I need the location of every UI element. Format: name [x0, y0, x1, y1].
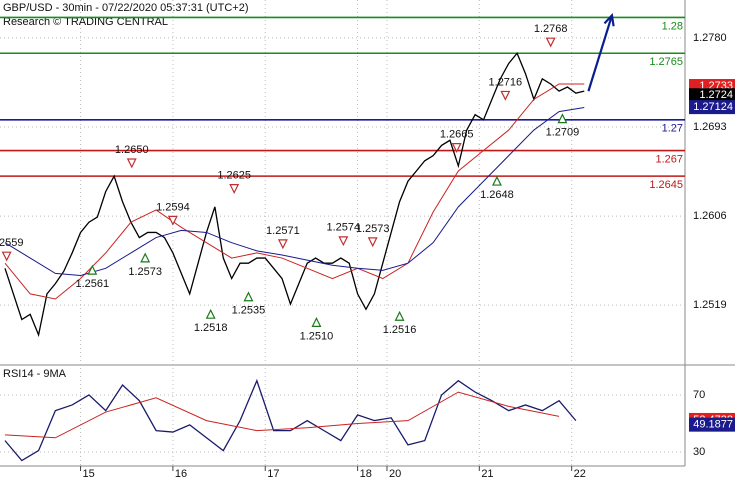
pivot-marker: [140, 252, 151, 263]
y-tick-label: 30: [693, 446, 705, 458]
pivot-marker: [243, 291, 254, 302]
pivot-label: 1.2516: [383, 324, 417, 336]
level-label: 1.267: [655, 153, 683, 165]
pivot-label: 1.2561: [75, 278, 109, 290]
rsi-title: RSI14 - 9MA: [3, 368, 67, 380]
y-tick-label: 70: [693, 389, 705, 401]
pivot-label: 1.2625: [217, 170, 251, 182]
pivot-label: 1.2535: [232, 305, 266, 317]
pivot-label: 1.2716: [489, 76, 523, 88]
y-tick-label: 1.2780: [693, 32, 727, 44]
level-label: 1.2765: [649, 56, 683, 68]
price-box: [689, 88, 735, 103]
pivot-label: 1.2571: [266, 225, 300, 237]
pivot-label: 1.2650: [115, 144, 149, 156]
pivot-label: 1.2574: [326, 222, 360, 234]
pivot-label: 1.2768: [534, 23, 568, 35]
pivot-marker: [367, 237, 378, 248]
pivot-label: 1.2510: [300, 330, 334, 342]
forecast-arrow: [587, 15, 614, 92]
series-line: [4, 51, 585, 338]
chart-subtitle: Research © TRADING CENTRAL: [3, 16, 168, 28]
series-line: [4, 391, 560, 439]
x-tick-label: 22: [574, 468, 586, 480]
chart-title: GBP/USD - 30min - 07/22/2020 05:37:31 (U…: [3, 2, 248, 14]
forecast-arrowhead: [603, 12, 615, 27]
price-box: [689, 100, 735, 115]
pivot-marker: [167, 215, 178, 226]
pivot-label: 1.2518: [194, 322, 228, 334]
pivot-marker: [87, 264, 98, 275]
series-line: [4, 107, 585, 276]
pivot-marker: [545, 37, 556, 48]
pivot-label: 1.2648: [480, 189, 514, 201]
pivot-label: 1.2665: [440, 129, 474, 141]
level-label: 1.27: [662, 123, 683, 135]
pivot-label: 1.2559: [0, 237, 24, 249]
pivot-marker: [277, 239, 288, 250]
y-tick-label: 1.2519: [693, 299, 727, 311]
pivot-label: 1.2573: [128, 266, 162, 278]
y-tick-label: 1.2606: [693, 210, 727, 222]
level-label: 1.28: [662, 20, 683, 32]
pivot-marker: [394, 310, 405, 321]
level-label: 1.2645: [649, 179, 683, 191]
price-box-label: 1.2724: [699, 89, 733, 101]
series-line: [4, 83, 585, 300]
y-tick-label: 1.2693: [693, 121, 727, 133]
x-tick-label: 17: [267, 468, 279, 480]
pivot-label: 1.2709: [546, 127, 580, 139]
pivot-marker: [451, 143, 462, 153]
pivot-marker: [311, 317, 322, 327]
x-tick-label: 21: [481, 468, 493, 480]
series-line: [4, 378, 577, 462]
pivot-marker: [557, 113, 568, 124]
price-box-label: 49.1877: [693, 419, 733, 431]
pivot-marker: [491, 175, 502, 186]
pivot-marker: [229, 184, 240, 194]
price-box-label: 1.27124: [693, 101, 733, 113]
pivot-marker: [126, 158, 137, 169]
pivot-marker: [338, 236, 349, 247]
pivot-label: 1.2573: [356, 223, 390, 235]
x-tick-label: 16: [175, 468, 187, 480]
x-tick-label: 18: [360, 468, 372, 480]
pivot-label: 1.2594: [156, 201, 190, 213]
price-box: [689, 417, 735, 432]
x-tick-label: 15: [83, 468, 95, 480]
pivot-marker: [205, 308, 216, 319]
x-tick-label: 20: [389, 468, 401, 480]
pivot-marker: [500, 90, 511, 101]
pivot-marker: [1, 251, 12, 262]
